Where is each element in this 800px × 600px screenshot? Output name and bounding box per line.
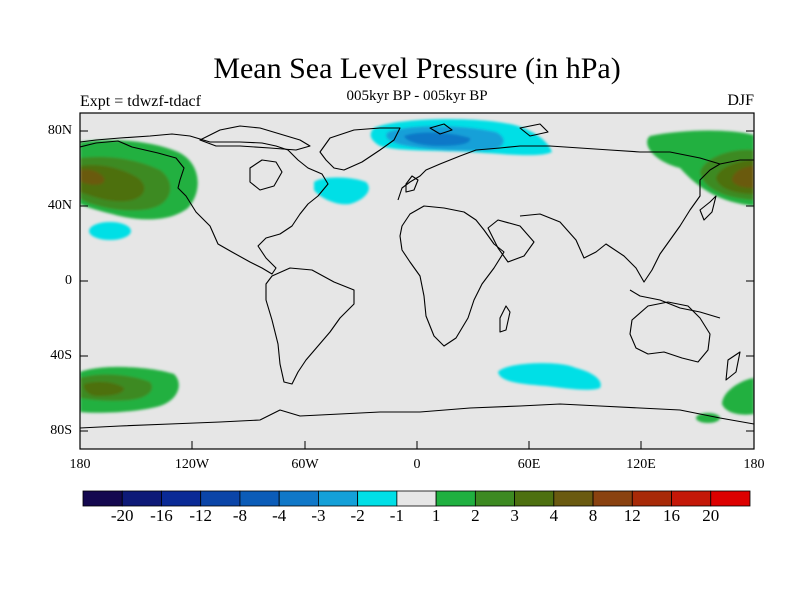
colorbar-swatch — [357, 490, 398, 507]
lon-label-180w: 180 — [69, 457, 91, 472]
coast-svalbard-novaya — [429, 123, 549, 137]
colorbar-swatch — [318, 490, 359, 507]
colorbar-label: 1 — [431, 506, 441, 525]
colorbar-label: 8 — [588, 506, 598, 525]
coast-greenland — [319, 127, 401, 171]
coast-arabia — [487, 219, 535, 263]
chart-subtitle: 005kyr BP - 005kyr BP — [346, 88, 488, 104]
colorbar-swatch — [396, 490, 437, 507]
coast-asia — [519, 163, 721, 283]
colorbar-swatch — [474, 490, 515, 507]
colorbar-swatch — [553, 490, 594, 507]
colorbar-label: -2 — [350, 506, 365, 525]
anomaly-southern-indian — [498, 363, 601, 390]
colorbar-label: -1 — [389, 506, 404, 525]
colorbar-label: 16 — [663, 506, 681, 525]
lon-label-0: 0 — [413, 457, 421, 472]
coast-africa — [399, 205, 505, 347]
coast-se-asia — [629, 289, 721, 319]
coast-antarctica — [80, 403, 754, 429]
colorbar-label: -16 — [150, 506, 173, 525]
colorbar-swatch — [514, 490, 555, 507]
colorbar-label: -3 — [311, 506, 326, 525]
coast-uk — [405, 175, 419, 193]
colorbar-label: -4 — [272, 506, 287, 525]
chart-title: Mean Sea Level Pressure (in hPa) — [213, 52, 621, 85]
lat-label-0: 0 — [65, 273, 72, 288]
coast-south-america — [265, 267, 355, 385]
anomaly-north-pacific — [80, 140, 198, 220]
experiment-label: Expt = tdwzf-tdacf — [80, 93, 201, 110]
coast-australia — [629, 301, 711, 363]
lat-label-40s: 40S — [50, 348, 72, 363]
colorbar-swatch — [435, 490, 476, 507]
colorbar-label: 20 — [702, 506, 720, 525]
season-label: DJF — [727, 92, 754, 109]
lon-label-120w: 120W — [174, 457, 210, 472]
coast-hudson-bay — [249, 159, 283, 191]
colorbar-swatch — [631, 490, 672, 507]
coast-europe — [397, 145, 754, 201]
colorbar-swatch — [121, 490, 162, 507]
colorbar-label: 4 — [549, 506, 559, 525]
lon-label-180e: 180 — [743, 457, 765, 472]
anomaly-subtropical-pacific — [89, 222, 131, 240]
coast-madagascar — [499, 305, 511, 333]
colorbar-swatch — [671, 490, 712, 507]
colorbar-label: 2 — [471, 506, 480, 525]
colorbar-swatch — [592, 490, 633, 507]
lon-label-120e: 120E — [626, 457, 656, 472]
lon-label-60w: 60W — [291, 457, 319, 472]
anomaly-south-pacific — [80, 366, 179, 413]
colorbar-swatch — [239, 490, 280, 507]
lon-label-60e: 60E — [517, 457, 541, 472]
colorbar-label: 3 — [510, 506, 519, 525]
colorbar-swatch — [200, 490, 241, 507]
lat-label-80n: 80N — [47, 123, 72, 138]
colorbar-label: -8 — [232, 506, 248, 525]
lat-label-40n: 40N — [47, 198, 72, 213]
colorbar-label: -12 — [189, 506, 213, 525]
axis-ticks — [79, 130, 755, 449]
colorbar-swatch — [278, 490, 319, 507]
anomaly-arctic — [370, 119, 552, 156]
colorbar-swatch — [161, 490, 202, 507]
coastlines — [80, 123, 754, 429]
anomaly-sw-pacific — [696, 378, 754, 423]
anomaly-far-west-pacific — [647, 130, 754, 206]
colorbar-label: -20 — [110, 506, 134, 525]
colorbar-swatch — [82, 490, 123, 507]
coast-north-america — [80, 133, 329, 275]
colorbar-swatch — [710, 490, 751, 507]
lat-label-80s: 80S — [50, 423, 72, 438]
coast-japan — [699, 195, 717, 221]
colorbar-label: 12 — [623, 506, 641, 525]
coast-new-zealand — [725, 351, 741, 381]
coast-canadian-arctic — [199, 125, 311, 151]
